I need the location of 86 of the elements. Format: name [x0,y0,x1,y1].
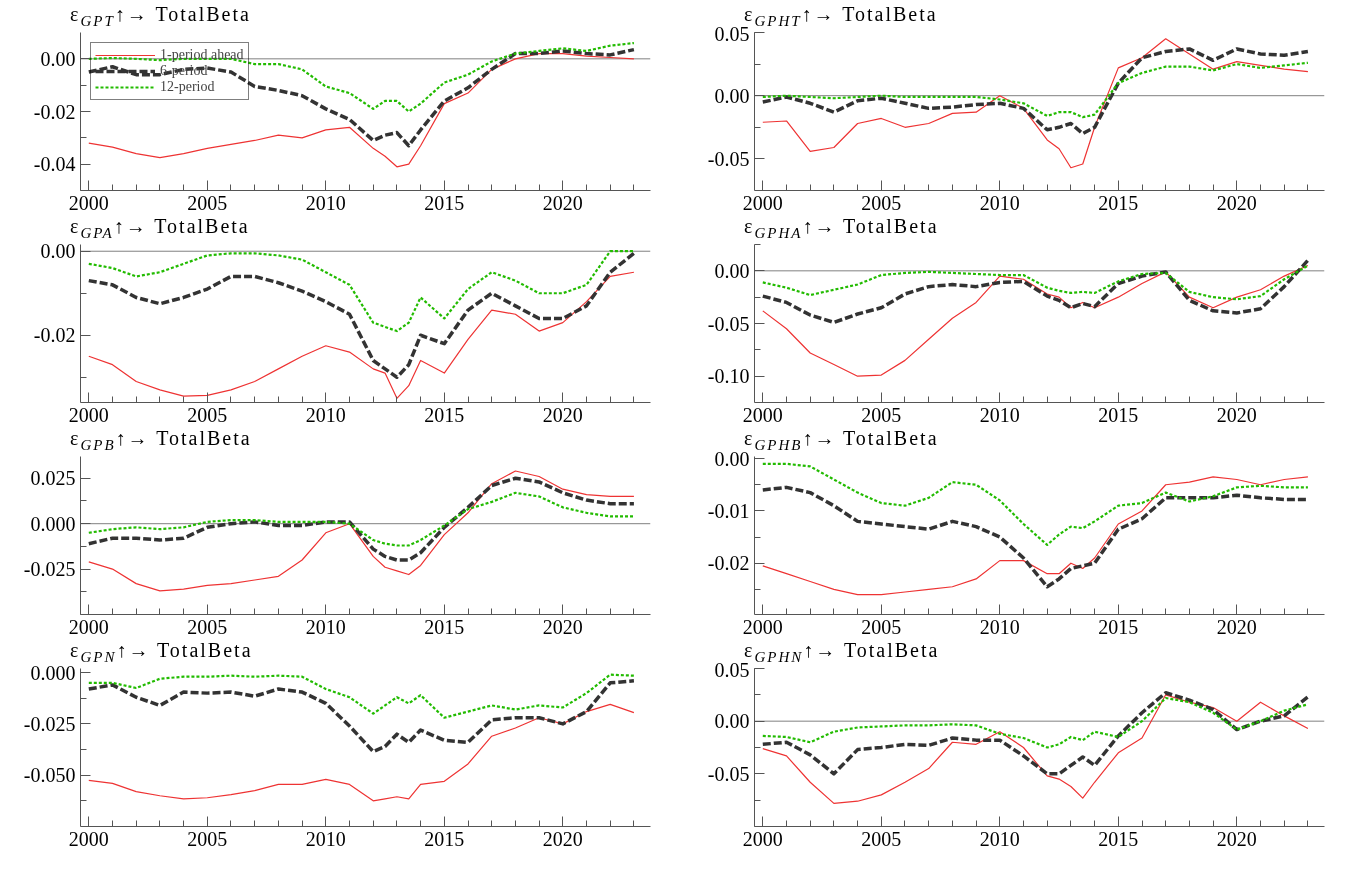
y-tick-label: -0.10 [707,365,750,388]
line-series [761,258,1310,325]
x-tick-label: 2015 [1098,191,1139,214]
y-tick-label: -0.02 [707,552,750,575]
line-series [761,462,1310,547]
y-tick-label: 0.00 [40,240,76,263]
x-tick-label: 2020 [1216,827,1257,850]
x-tick-label: 2000 [742,191,783,214]
x-tick-label: 2000 [68,827,109,850]
x-tick-label: 2010 [979,191,1020,214]
y-tick-label: 0.05 [714,658,750,681]
legend-label: 12-period [160,79,215,95]
x-tick-label: 2020 [1216,403,1257,426]
x-tick-label: 2005 [861,403,902,426]
y-tick-label: 0.000 [30,512,76,535]
y-tick-label: 0.00 [40,47,76,70]
x-tick-label: 2010 [979,615,1020,638]
y-tick-label: -0.05 [707,147,750,170]
x-tick-label: 2015 [424,403,465,426]
line-series [87,47,636,148]
x-tick-label: 2005 [187,403,228,426]
x-tick-label: 2015 [1098,615,1139,638]
x-tick-label: 2005 [187,827,228,850]
x-tick-label: 2005 [861,827,902,850]
y-tick-label: -0.05 [707,762,750,785]
x-tick-label: 2005 [861,615,902,638]
x-tick-label: 2015 [424,615,465,638]
y-tick-label: -0.02 [33,100,76,123]
x-tick-label: 2015 [1098,827,1139,850]
x-tick-label: 2010 [979,403,1020,426]
x-tick-label: 2020 [542,403,583,426]
line-series [762,694,1309,804]
chart-title: ε$_{GPT}$↑→ TotalBeta [70,2,251,31]
x-tick-label: 2015 [1098,403,1139,426]
x-tick-label: 2015 [424,827,465,850]
x-tick-label: 2000 [742,615,783,638]
chart-title: ε$_{GPHA}$↑→ TotalBeta [744,214,939,243]
x-tick-label: 2020 [1216,615,1257,638]
y-tick-label: 0.00 [714,259,750,282]
line-series [88,703,635,802]
y-tick-label: -0.05 [707,312,750,335]
y-tick-label: 0.00 [714,710,750,733]
line-series [87,673,636,719]
line-series [761,690,1310,776]
y-tick-label: 0.025 [30,467,76,490]
line-series [762,38,1309,169]
x-tick-label: 2015 [424,191,465,214]
line-series [762,264,1309,377]
y-tick-label: -0.04 [33,153,76,176]
line-series [87,679,636,754]
y-tick-label: -0.02 [33,324,76,347]
line-series [87,476,636,562]
x-tick-label: 2005 [187,191,228,214]
x-tick-label: 2010 [305,191,346,214]
chart-title: ε$_{GPB}$↑→ TotalBeta [70,426,252,455]
x-tick-label: 2000 [742,827,783,850]
line-series [87,491,636,547]
x-tick-label: 2010 [305,827,346,850]
line-series [761,47,1310,136]
y-tick-label: 0.05 [714,22,750,45]
y-tick-label: 0.00 [714,84,750,107]
x-tick-label: 2020 [1216,191,1257,214]
chart-title: ε$_{GPA}$↑→ TotalBeta [70,215,250,241]
line-series [88,470,635,592]
y-tick-label: -0.025 [23,712,76,735]
line-series [761,264,1310,301]
x-tick-label: 2020 [542,191,583,214]
y-tick-label: -0.01 [707,499,750,522]
x-tick-label: 2010 [305,403,346,426]
line-series [87,251,636,380]
line-series [87,250,636,333]
x-tick-label: 2005 [861,191,902,214]
y-tick-label: -0.050 [23,764,76,787]
x-tick-label: 2000 [68,615,109,638]
x-tick-label: 2005 [187,615,228,638]
line-series [88,271,635,399]
x-tick-label: 2000 [68,191,109,214]
x-tick-label: 2020 [542,615,583,638]
x-tick-label: 2000 [742,403,783,426]
x-tick-label: 2010 [305,615,346,638]
x-tick-label: 2010 [979,827,1020,850]
x-tick-label: 2000 [68,403,109,426]
line-series [87,41,636,113]
line-series [761,61,1310,119]
x-tick-label: 2020 [542,827,583,850]
y-tick-label: -0.025 [23,558,76,581]
